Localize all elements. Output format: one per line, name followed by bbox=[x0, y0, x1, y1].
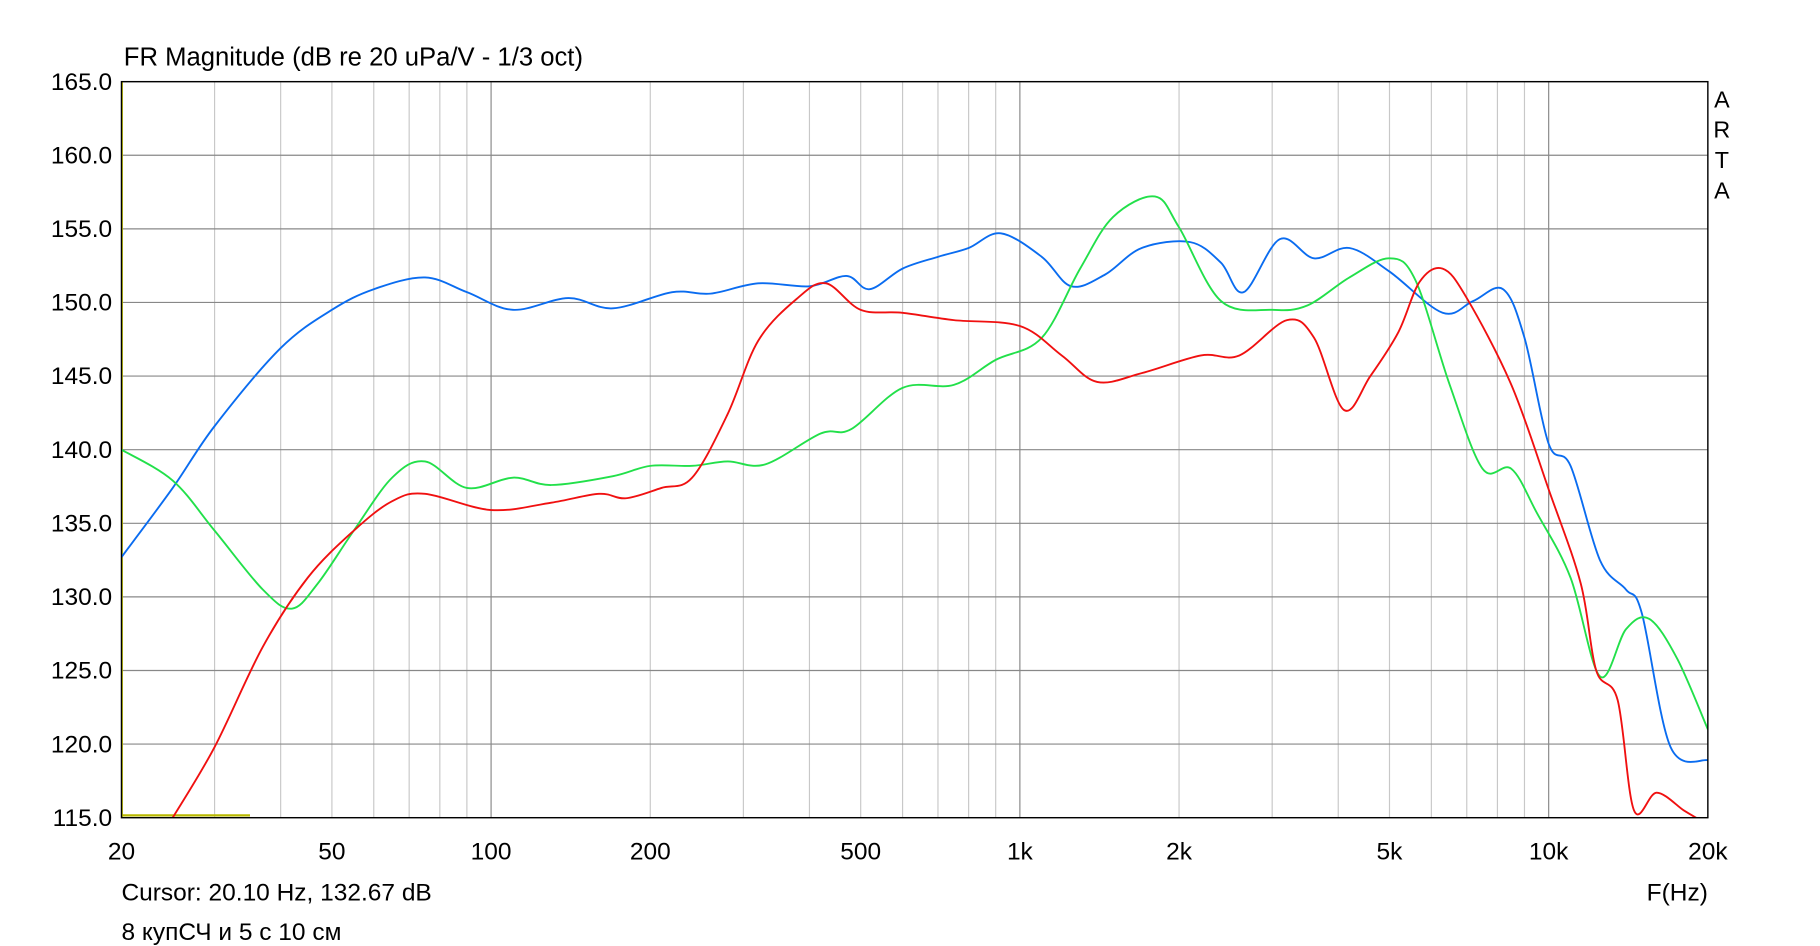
y-tick-label: 155.0 bbox=[51, 216, 112, 243]
svg-text:A: A bbox=[1714, 86, 1730, 112]
svg-text:R: R bbox=[1713, 117, 1730, 143]
x-tick-label: 20 bbox=[108, 839, 135, 866]
chart-title: FR Magnitude (dB re 20 uPa/V - 1/3 oct) bbox=[124, 43, 583, 71]
y-tick-label: 150.0 bbox=[51, 290, 112, 317]
caption: 8 купСЧ и 5 с 10 см bbox=[121, 919, 341, 946]
x-tick-label: 2k bbox=[1166, 839, 1193, 866]
x-tick-labels: 20 50 100 200 500 1k 2k 5k 10k 20k bbox=[108, 839, 1728, 866]
y-tick-labels: 165.0 160.0 155.0 150.0 145.0 140.0 135.0 130.0… bbox=[51, 69, 112, 832]
x-axis-label: F(Hz) bbox=[1647, 880, 1708, 907]
x-tick-label: 100 bbox=[471, 839, 512, 866]
series-line-3 bbox=[171, 267, 1697, 818]
y-tick-label: 145.0 bbox=[51, 363, 112, 390]
svg-text:T: T bbox=[1715, 147, 1729, 173]
y-tick-label: 165.0 bbox=[51, 69, 112, 96]
x-tick-label: 50 bbox=[318, 839, 345, 866]
y-tick-label: 120.0 bbox=[51, 731, 112, 758]
y-tick-label: 135.0 bbox=[51, 510, 112, 537]
grid bbox=[120, 81, 1709, 819]
y-tick-label: 140.0 bbox=[51, 437, 112, 464]
y-tick-label: 160.0 bbox=[51, 142, 112, 169]
cursor-readout: Cursor: 20.10 Hz, 132.67 dB bbox=[121, 880, 431, 907]
y-tick-label: 115.0 bbox=[53, 805, 112, 832]
x-tick-label: 200 bbox=[630, 839, 671, 866]
y-tick-label: 130.0 bbox=[51, 584, 112, 611]
plot-frame bbox=[120, 80, 1709, 819]
x-tick-label: 1k bbox=[1007, 839, 1034, 866]
x-tick-label: 5k bbox=[1377, 839, 1404, 866]
y-tick-label: 125.0 bbox=[51, 658, 112, 685]
x-tick-label: 20k bbox=[1688, 839, 1728, 866]
svg-text:A: A bbox=[1714, 177, 1730, 203]
x-tick-label: 10k bbox=[1529, 839, 1569, 866]
series-line-1 bbox=[121, 232, 1708, 763]
arta-logo: A R T A bbox=[1713, 86, 1730, 203]
x-tick-label: 500 bbox=[840, 839, 881, 866]
series-line-2 bbox=[121, 195, 1708, 730]
